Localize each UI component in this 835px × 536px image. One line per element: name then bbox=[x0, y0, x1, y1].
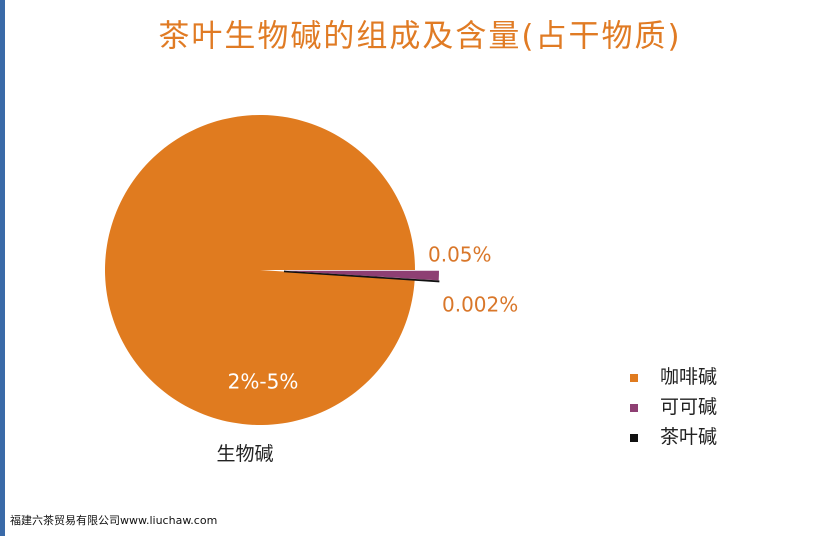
chart-title: 茶叶生物碱的组成及含量(占干物质) bbox=[158, 19, 681, 55]
legend-swatch bbox=[630, 434, 638, 442]
edge-strip bbox=[0, 0, 5, 536]
footer: 福建六茶贸易有限公司www.liuchaw.com bbox=[10, 513, 217, 527]
pie-slice bbox=[283, 270, 439, 281]
chart-subtitle: 生物碱 bbox=[216, 443, 273, 465]
legend-swatch bbox=[630, 404, 638, 412]
pie-slice bbox=[104, 114, 415, 425]
legend-label: 可可碱 bbox=[660, 396, 717, 418]
pie-slice bbox=[283, 270, 440, 283]
data-label: 0.05% bbox=[428, 243, 492, 267]
legend-label: 茶叶碱 bbox=[660, 426, 717, 448]
data-label: 2%-5% bbox=[228, 370, 299, 394]
legend-swatch bbox=[630, 374, 638, 382]
data-label: 0.002% bbox=[442, 293, 518, 317]
legend-label: 咖啡碱 bbox=[660, 366, 717, 388]
